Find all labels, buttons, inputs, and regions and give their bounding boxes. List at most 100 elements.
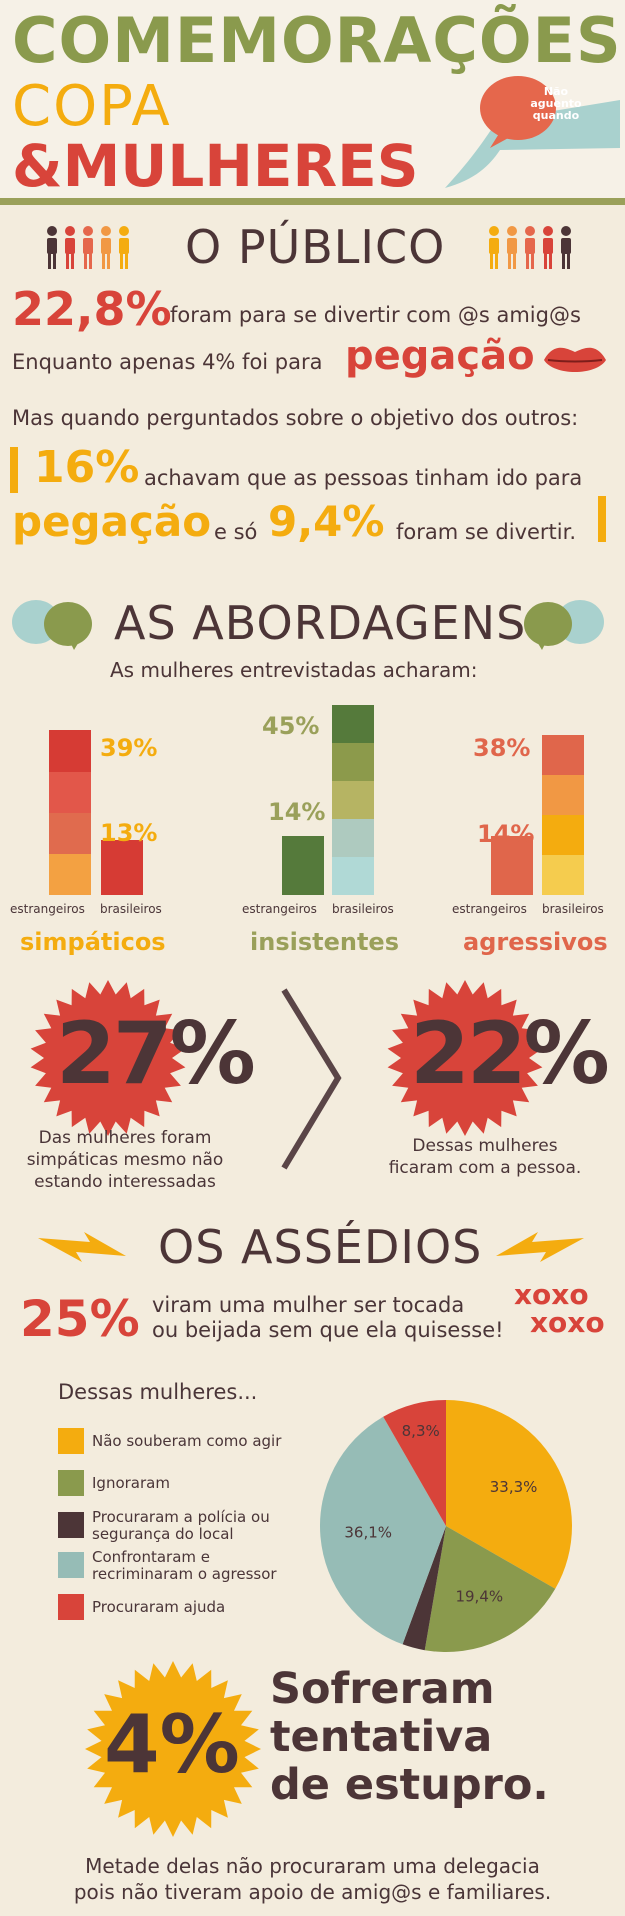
starburst-icon bbox=[30, 980, 186, 1136]
pie-slice bbox=[446, 1400, 572, 1589]
lightning-icon-right bbox=[496, 1232, 584, 1262]
tick-label-brasileiros: brasileiros bbox=[100, 902, 162, 916]
tick-label-estrangeiros: estrangeiros bbox=[242, 902, 317, 916]
title-line3: &MULHERES bbox=[12, 132, 419, 200]
starburst-final bbox=[85, 1661, 261, 1837]
bar-segment bbox=[542, 774, 584, 815]
chart-title-agressivos: agressivos bbox=[463, 928, 608, 956]
bar-estrangeiros bbox=[282, 835, 324, 895]
final-text-3: de estupro. bbox=[270, 1760, 549, 1810]
value-label-brasileiros: 38% bbox=[473, 734, 531, 762]
pie-value-label: 36,1% bbox=[344, 1524, 392, 1542]
starburst-right bbox=[387, 980, 543, 1136]
header-divider bbox=[0, 198, 625, 205]
right-text-1: Dessas mulheres bbox=[412, 1136, 558, 1156]
bar-brasileiros bbox=[101, 840, 143, 895]
tick-label-estrangeiros: estrangeiros bbox=[452, 902, 527, 916]
stat3-join: e só bbox=[214, 520, 258, 544]
pie-legend: Não souberam como agir Ignoraram Procura… bbox=[58, 1428, 318, 1628]
value-label-estrangeiros: 14% bbox=[268, 798, 326, 826]
stat1-text: foram para se divertir com @s amig@s bbox=[170, 303, 581, 327]
lightning-icon-left bbox=[38, 1232, 126, 1262]
vuvuzela-icon bbox=[445, 100, 620, 188]
abordagens-heading: AS ABORDAGENS bbox=[114, 596, 527, 650]
bar-segment bbox=[542, 854, 584, 895]
tick-label-brasileiros: brasileiros bbox=[332, 902, 394, 916]
assedios-percentage: 25% bbox=[20, 1290, 140, 1348]
footer-text-2: pois não tiveram apoio de amig@s e famil… bbox=[73, 1880, 552, 1904]
pie-value-label: 8,3% bbox=[402, 1422, 440, 1440]
chevron-right-icon bbox=[281, 988, 342, 1170]
vuvuzela-illustration bbox=[445, 76, 620, 188]
legend-swatch-nao-souberam bbox=[58, 1428, 84, 1454]
value-label-brasileiros: 45% bbox=[262, 712, 320, 740]
bar-segment bbox=[491, 835, 533, 895]
chart-title-simpaticos: simpáticos bbox=[20, 928, 166, 956]
final-percentage: 4% bbox=[104, 1698, 240, 1791]
pie-chart: 33,3% 19,4% 36,1% 8,3% bbox=[320, 1400, 572, 1652]
legend-label-ignoraram: Ignoraram bbox=[92, 1474, 170, 1492]
legend-swatch-confrontaram bbox=[58, 1552, 84, 1578]
bar-segment bbox=[332, 819, 374, 857]
stat3-value: 16% bbox=[34, 442, 140, 493]
xoxo-1: xoxo bbox=[514, 1278, 589, 1311]
bar-segment bbox=[49, 853, 91, 895]
speech-bubbles-left bbox=[12, 600, 92, 650]
pie-slice bbox=[383, 1400, 446, 1526]
legend-title: Dessas mulheres... bbox=[58, 1380, 258, 1404]
bar-segment bbox=[542, 734, 584, 775]
tick-label-brasileiros: brasileiros bbox=[542, 902, 604, 916]
bar-segment bbox=[542, 814, 584, 855]
quote-bar-right bbox=[598, 496, 606, 542]
left-percentage: 27% bbox=[56, 1004, 256, 1104]
people-icons-right bbox=[489, 226, 571, 269]
left-text-1: Das mulheres foram bbox=[38, 1128, 212, 1148]
bar-brasileiros bbox=[542, 734, 584, 895]
people-icons-left bbox=[47, 226, 129, 269]
starburst-icon bbox=[387, 980, 543, 1136]
bar-segment bbox=[49, 771, 91, 813]
bar-segment bbox=[282, 835, 324, 895]
legend-label-policia: Procuraram a polícia ou segurança do loc… bbox=[92, 1508, 270, 1543]
left-text-2: simpáticas mesmo não bbox=[26, 1150, 224, 1170]
pie-slice bbox=[424, 1526, 556, 1652]
legend-swatch-ajuda bbox=[58, 1594, 84, 1620]
legend-swatch-policia bbox=[58, 1512, 84, 1538]
final-text-1: Sofreram bbox=[270, 1664, 495, 1714]
legend-label-ajuda: Procuraram ajuda bbox=[92, 1598, 226, 1616]
bar-segment bbox=[332, 781, 374, 819]
stat4-value: 9,4% bbox=[268, 497, 385, 546]
badge-text: Não aguento quando bbox=[530, 85, 582, 122]
right-text-2: ficaram com a pessoa. bbox=[388, 1158, 582, 1178]
publico-heading: O PÚBLICO bbox=[185, 220, 446, 274]
assedios-text-2: ou beijada sem que ela quisesse! bbox=[152, 1318, 504, 1342]
bar-segment bbox=[101, 840, 143, 895]
stat2-text: Enquanto apenas 4% foi para bbox=[12, 350, 323, 374]
starburst-icon bbox=[85, 1661, 261, 1837]
right-percentage: 22% bbox=[410, 1004, 610, 1104]
bar-segment bbox=[332, 705, 374, 743]
quote-bar-left bbox=[10, 447, 18, 493]
stat3-highlight: pegação bbox=[12, 497, 212, 546]
chart-insistentes: 45% 14% estrangeiros brasileiros insiste… bbox=[210, 700, 415, 970]
starburst-left bbox=[30, 980, 186, 1136]
legend-swatch-ignoraram bbox=[58, 1470, 84, 1496]
title-line1: COMEMORAÇÕES bbox=[12, 4, 622, 77]
chart-agressivos: 38% 14% estrangeiros brasileiros agressi… bbox=[415, 700, 625, 970]
bar-brasileiros bbox=[332, 705, 374, 895]
bar-estrangeiros bbox=[49, 730, 91, 895]
bar-segment bbox=[332, 743, 374, 781]
speech-bubbles-right bbox=[524, 600, 604, 650]
lips-icon bbox=[544, 347, 606, 372]
tick-label-estrangeiros: estrangeiros bbox=[10, 902, 85, 916]
assedios-text-1: viram uma mulher ser tocada bbox=[152, 1293, 465, 1317]
bar-estrangeiros bbox=[491, 835, 533, 895]
chart-title-insistentes: insistentes bbox=[250, 928, 399, 956]
assedios-heading: OS ASSÉDIOS bbox=[158, 1220, 483, 1274]
legend-label-confrontaram: Confrontaram e recriminaram o agressor bbox=[92, 1548, 277, 1583]
speech-bubble-icon bbox=[524, 602, 572, 646]
abordagens-subheading: As mulheres entrevistadas acharam: bbox=[110, 658, 478, 682]
speech-bubble-icon bbox=[44, 602, 92, 646]
chart-simpaticos: 39% 13% estrangeiros brasileiros simpáti… bbox=[0, 700, 210, 970]
bar-segment bbox=[332, 857, 374, 895]
